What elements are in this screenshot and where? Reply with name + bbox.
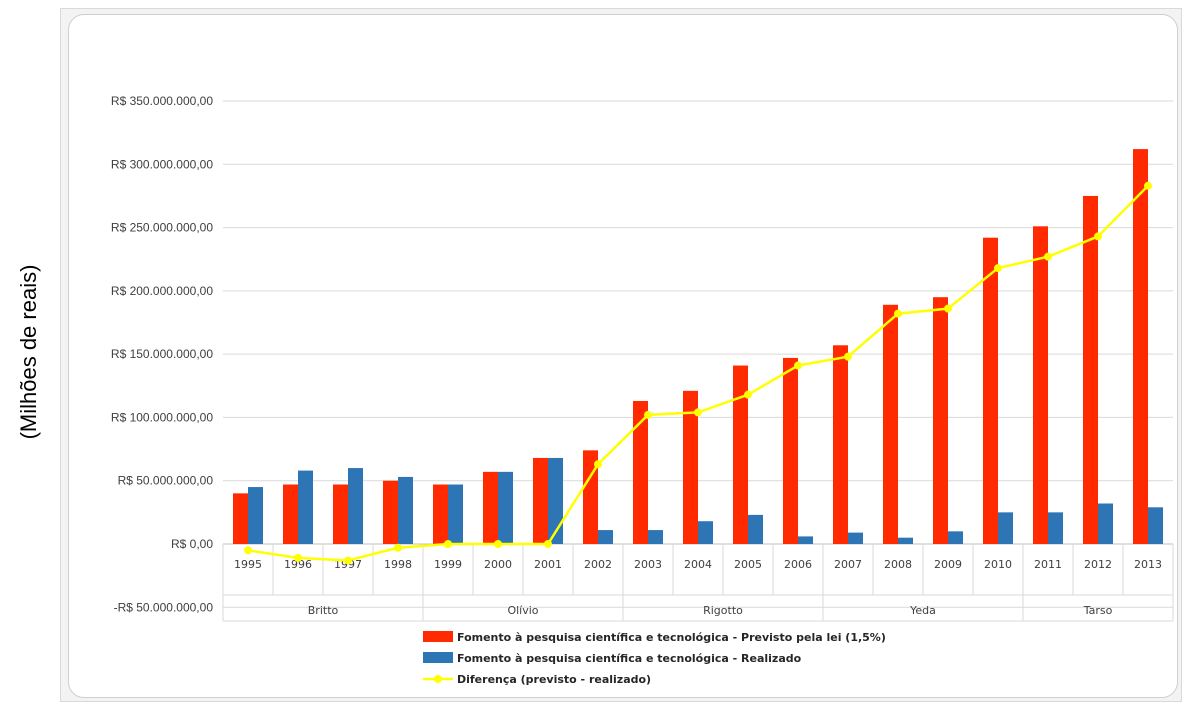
x-tick-label: 1995 <box>234 558 262 571</box>
legend-label-0: Fomento à pesquisa científica e tecnológ… <box>457 631 886 644</box>
x-tick-label: 2000 <box>484 558 512 571</box>
y-tick-label: R$ 150.000.000,00 <box>111 347 213 361</box>
x-tick-label: 1998 <box>384 558 412 571</box>
bar-previsto-2011[interactable] <box>1033 226 1048 544</box>
bar-previsto-2007[interactable] <box>833 345 848 544</box>
x-tick-label: 2011 <box>1034 558 1062 571</box>
point-diferenca-2010[interactable] <box>994 264 1002 273</box>
bar-realizado-2007[interactable] <box>848 532 863 544</box>
bar-previsto-2012[interactable] <box>1083 195 1098 544</box>
point-diferenca-1995[interactable] <box>244 546 252 555</box>
bar-realizado-2003[interactable] <box>648 530 663 544</box>
bar-realizado-2001[interactable] <box>548 457 563 544</box>
bar-realizado-1996[interactable] <box>298 470 313 544</box>
group-label: Rigotto <box>703 604 743 617</box>
bar-previsto-2004[interactable] <box>683 390 698 544</box>
x-tick-label: 2003 <box>634 558 662 571</box>
point-diferenca-2008[interactable] <box>894 309 902 318</box>
point-diferenca-2011[interactable] <box>1044 252 1052 261</box>
bar-realizado-1997[interactable] <box>348 468 363 544</box>
bar-realizado-2008[interactable] <box>898 537 913 544</box>
bar-previsto-1995[interactable] <box>233 493 248 544</box>
bar-previsto-2001[interactable] <box>533 457 548 544</box>
x-tick-label: 2012 <box>1084 558 1112 571</box>
y-tick-label: -R$ 50.000.000,00 <box>114 600 214 614</box>
bar-realizado-2005[interactable] <box>748 514 763 544</box>
point-diferenca-2004[interactable] <box>694 408 702 417</box>
bar-realizado-2011[interactable] <box>1048 512 1063 544</box>
group-label: Yeda <box>909 604 936 617</box>
group-label: Britto <box>308 604 339 617</box>
bar-previsto-2005[interactable] <box>733 365 748 544</box>
outer-y-axis-label: (Milhões de reais) <box>16 264 41 440</box>
bar-realizado-2010[interactable] <box>998 512 1013 544</box>
x-tick-label: 2005 <box>734 558 762 571</box>
bar-realizado-1998[interactable] <box>398 476 413 544</box>
point-diferenca-2000[interactable] <box>494 540 502 548</box>
x-tick-label: 2006 <box>784 558 812 571</box>
legend-label-2: Diferença (previsto - realizado) <box>457 673 651 686</box>
legend-swatch-marker <box>434 675 442 683</box>
bar-previsto-2003[interactable] <box>633 400 648 544</box>
bar-previsto-1996[interactable] <box>283 484 298 544</box>
y-tick-label: R$ 250.000.000,00 <box>111 221 213 235</box>
y-tick-label: R$ 200.000.000,00 <box>111 284 213 298</box>
point-diferenca-2006[interactable] <box>794 361 802 370</box>
legend-label-1: Fomento à pesquisa científica e tecnológ… <box>457 652 802 665</box>
x-tick-label: 2009 <box>934 558 962 571</box>
point-diferenca-2003[interactable] <box>644 410 652 419</box>
bar-realizado-1995[interactable] <box>248 487 263 544</box>
group-label: Olívio <box>507 604 538 617</box>
point-diferenca-2001[interactable] <box>544 540 552 548</box>
x-tick-label: 1999 <box>434 558 462 571</box>
bar-previsto-1999[interactable] <box>433 484 448 544</box>
point-diferenca-2007[interactable] <box>844 352 852 361</box>
bar-previsto-2002[interactable] <box>583 450 598 544</box>
x-tick-label: 2008 <box>884 558 912 571</box>
point-diferenca-1997[interactable] <box>344 556 352 565</box>
bar-previsto-2010[interactable] <box>983 237 998 544</box>
y-tick-label: R$ 50.000.000,00 <box>118 474 214 488</box>
point-diferenca-1998[interactable] <box>394 543 402 552</box>
bar-previsto-2008[interactable] <box>883 304 898 544</box>
bar-realizado-2009[interactable] <box>948 531 963 544</box>
y-tick-label: R$ 300.000.000,00 <box>111 157 213 171</box>
bar-realizado-1999[interactable] <box>448 484 463 544</box>
point-diferenca-2013[interactable] <box>1144 181 1152 190</box>
x-tick-label: 2007 <box>834 558 862 571</box>
point-diferenca-2012[interactable] <box>1094 232 1102 241</box>
chart-area[interactable]: -R$ 50.000.000,00 R$ 0,00 R$ 50.000.000,00… <box>68 14 1178 698</box>
bar-previsto-2013[interactable] <box>1133 149 1148 544</box>
bar-realizado-2002[interactable] <box>598 530 613 544</box>
bar-previsto-2000[interactable] <box>483 471 498 544</box>
x-tick-label: 2013 <box>1134 558 1162 571</box>
x-tick-label: 2002 <box>584 558 612 571</box>
bar-realizado-2013[interactable] <box>1148 507 1163 544</box>
point-diferenca-1996[interactable] <box>294 553 302 562</box>
y-tick-label: R$ 350.000.000,00 <box>111 94 213 108</box>
x-tick-label: 2001 <box>534 558 562 571</box>
chart-svg: -R$ 50.000.000,00 R$ 0,00 R$ 50.000.000,00… <box>111 94 1174 686</box>
bar-previsto-2009[interactable] <box>933 297 948 544</box>
bar-realizado-2006[interactable] <box>798 536 813 544</box>
legend-swatch-1 <box>423 652 453 663</box>
point-diferenca-2005[interactable] <box>744 390 752 399</box>
point-diferenca-1999[interactable] <box>444 540 452 548</box>
group-label: Tarso <box>1083 604 1113 617</box>
bar-realizado-2012[interactable] <box>1098 503 1113 544</box>
y-tick-label: R$ 0,00 <box>171 537 213 551</box>
legend-swatch-0 <box>423 631 453 642</box>
bar-realizado-2000[interactable] <box>498 471 513 544</box>
bar-realizado-2004[interactable] <box>698 521 713 544</box>
x-tick-label: 2004 <box>684 558 712 571</box>
bar-previsto-1997[interactable] <box>333 484 348 544</box>
bar-previsto-2006[interactable] <box>783 357 798 544</box>
point-diferenca-2002[interactable] <box>594 460 602 469</box>
y-tick-label: R$ 100.000.000,00 <box>111 410 213 424</box>
bar-previsto-1998[interactable] <box>383 480 398 544</box>
x-tick-label: 2010 <box>984 558 1012 571</box>
point-diferenca-2009[interactable] <box>944 304 952 313</box>
x-tick-label: 1996 <box>284 558 312 571</box>
